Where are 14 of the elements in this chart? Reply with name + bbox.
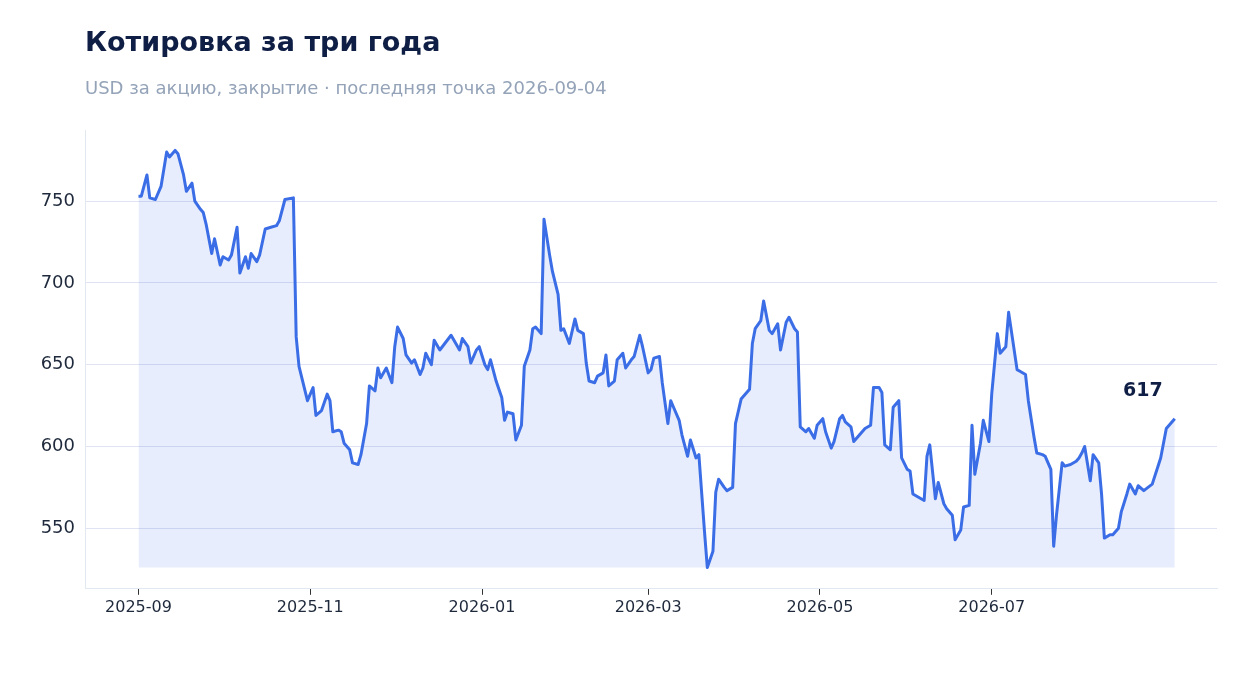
y-tick-label: 700 [40,270,75,292]
x-tick-label: 2025-11 [276,596,344,616]
annotation: 617 [1123,378,1163,401]
x-tick-label: 2025-09 [105,596,172,616]
y-tick-label: 650 [40,352,75,374]
y-tick-label: 550 [40,515,75,537]
x-tick-label: 2026-03 [614,596,682,616]
chart-title: Котировка за три года [85,26,441,57]
x-tick-label: 2026-01 [448,596,516,616]
x-tick-label: 2026-07 [958,596,1026,616]
x-tick-label: 2026-05 [786,596,854,616]
chart-subtitle: USD за акцию, закрытие · последняя точка 2026-09-04 [85,77,607,98]
y-tick-label: 750 [40,188,75,210]
y-tick-label: 600 [40,434,75,456]
